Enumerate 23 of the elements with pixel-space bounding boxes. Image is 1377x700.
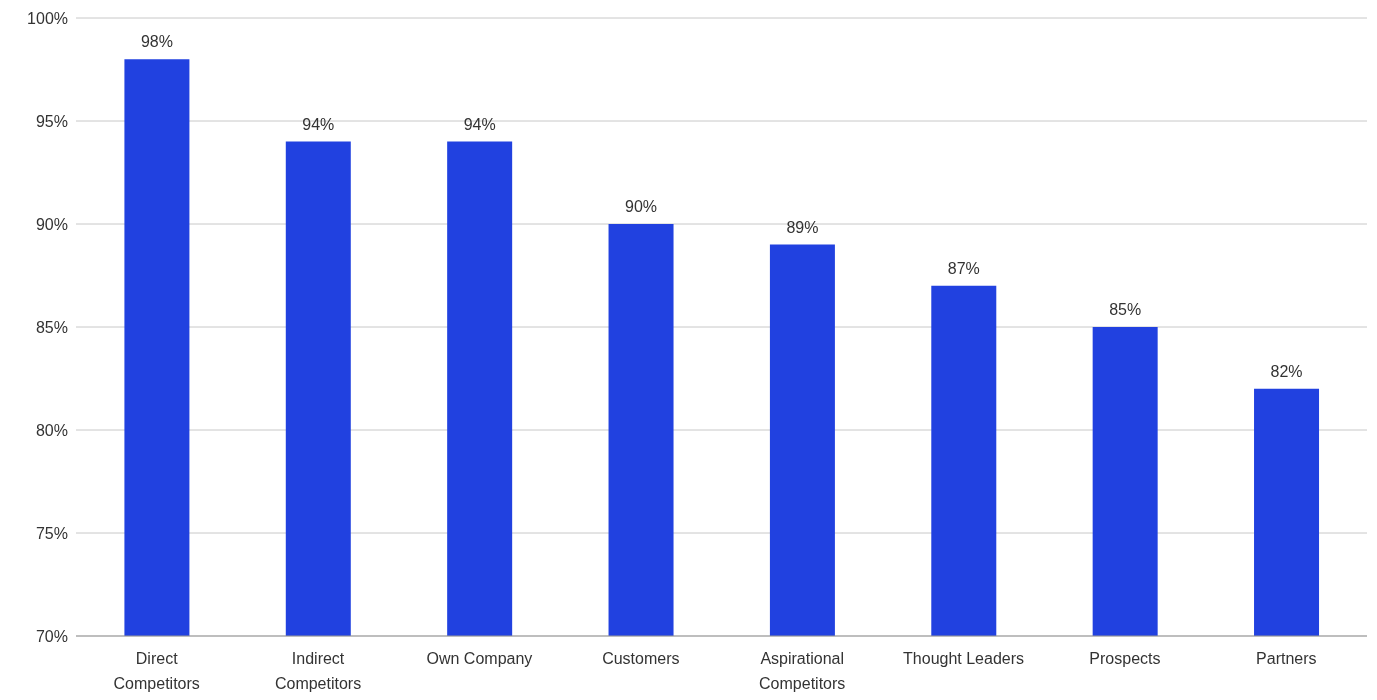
data-label: 94% xyxy=(302,115,335,133)
data-label: 90% xyxy=(625,198,658,215)
x-tick-label: Indirect Competitors xyxy=(274,650,362,692)
y-tick-label: 85% xyxy=(35,318,68,336)
data-label: 94% xyxy=(463,115,496,133)
x-tick-label: Direct Competitors xyxy=(113,650,200,692)
x-tick-label: Prospects xyxy=(1089,650,1161,667)
x-tick-label: Own Company xyxy=(426,650,533,667)
y-tick-label: 80% xyxy=(35,421,68,439)
data-label: 87% xyxy=(947,259,980,277)
x-tick-label: Customers xyxy=(602,650,680,667)
data-label: 82% xyxy=(1270,362,1303,380)
x-tick-label: Aspirational Competitors xyxy=(759,650,846,692)
data-label: 89% xyxy=(786,218,819,236)
y-tick-label: 75% xyxy=(35,524,68,542)
x-tick-label: Thought Leaders xyxy=(903,650,1025,667)
y-tick-label: 100% xyxy=(27,9,68,27)
data-label: 85% xyxy=(1109,301,1142,318)
data-label: 98% xyxy=(140,33,173,51)
x-tick-label: Partners xyxy=(1256,650,1317,667)
y-tick-label: 95% xyxy=(35,112,68,130)
y-tick-label: 70% xyxy=(35,627,68,645)
y-tick-label: 90% xyxy=(35,215,68,233)
